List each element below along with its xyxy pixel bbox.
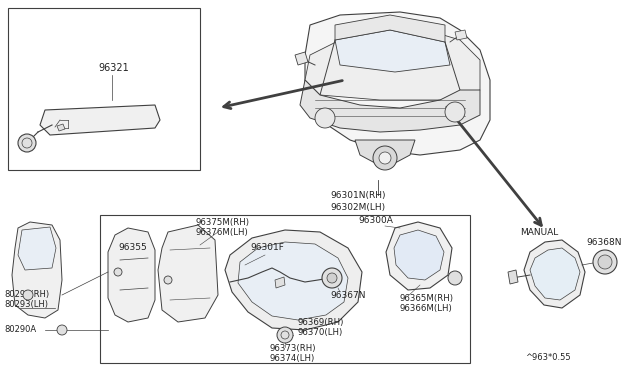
Polygon shape xyxy=(355,140,415,163)
Polygon shape xyxy=(305,12,490,155)
Circle shape xyxy=(322,268,342,288)
Polygon shape xyxy=(335,15,445,42)
Polygon shape xyxy=(335,30,450,72)
Polygon shape xyxy=(524,240,585,308)
Text: 96374(LH): 96374(LH) xyxy=(270,353,316,362)
Circle shape xyxy=(164,276,172,284)
Polygon shape xyxy=(455,30,467,40)
Text: 96301F: 96301F xyxy=(250,244,284,253)
Text: 96302M(LH): 96302M(LH) xyxy=(330,202,385,212)
Polygon shape xyxy=(305,28,480,100)
Text: 80293(LH): 80293(LH) xyxy=(4,301,48,310)
Circle shape xyxy=(327,273,337,283)
Polygon shape xyxy=(300,80,480,132)
Polygon shape xyxy=(40,105,160,135)
Circle shape xyxy=(114,268,122,276)
Bar xyxy=(100,215,470,363)
Text: 96370(LH): 96370(LH) xyxy=(298,327,343,337)
Polygon shape xyxy=(18,227,56,270)
Text: 80292(RH): 80292(RH) xyxy=(4,291,49,299)
Polygon shape xyxy=(12,222,62,318)
Circle shape xyxy=(448,271,462,285)
Text: ^963*0.55: ^963*0.55 xyxy=(525,353,571,362)
Text: 96300A: 96300A xyxy=(358,215,393,224)
Text: 96369(RH): 96369(RH) xyxy=(298,317,344,327)
Circle shape xyxy=(57,325,67,335)
Polygon shape xyxy=(295,52,308,65)
Circle shape xyxy=(277,327,293,343)
Text: 96366M(LH): 96366M(LH) xyxy=(400,304,452,312)
Polygon shape xyxy=(225,230,362,330)
Polygon shape xyxy=(275,277,285,288)
Circle shape xyxy=(598,255,612,269)
Text: 96301N(RH): 96301N(RH) xyxy=(330,190,385,199)
Polygon shape xyxy=(386,222,452,290)
Circle shape xyxy=(373,146,397,170)
Polygon shape xyxy=(508,270,518,284)
Polygon shape xyxy=(57,124,65,131)
Text: 96373(RH): 96373(RH) xyxy=(270,343,317,353)
Circle shape xyxy=(379,152,391,164)
Text: 96375M(RH): 96375M(RH) xyxy=(196,218,250,227)
Text: 96355: 96355 xyxy=(118,244,147,253)
Circle shape xyxy=(23,290,33,300)
Text: 96368N: 96368N xyxy=(586,237,621,247)
Polygon shape xyxy=(394,230,444,280)
Circle shape xyxy=(593,250,617,274)
Text: 80290A: 80290A xyxy=(4,326,36,334)
Polygon shape xyxy=(158,225,218,322)
Text: 96367N: 96367N xyxy=(330,291,365,299)
Polygon shape xyxy=(238,242,348,320)
Polygon shape xyxy=(530,248,580,300)
Polygon shape xyxy=(108,228,155,322)
Text: 96365M(RH): 96365M(RH) xyxy=(400,294,454,302)
Text: 96376M(LH): 96376M(LH) xyxy=(196,228,249,237)
Circle shape xyxy=(18,134,36,152)
Text: 96321: 96321 xyxy=(98,63,129,73)
Bar xyxy=(8,8,200,170)
Circle shape xyxy=(445,102,465,122)
Text: MANUAL: MANUAL xyxy=(520,228,558,237)
Circle shape xyxy=(315,108,335,128)
